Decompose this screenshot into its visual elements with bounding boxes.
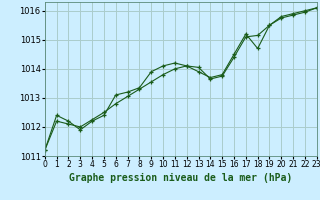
- X-axis label: Graphe pression niveau de la mer (hPa): Graphe pression niveau de la mer (hPa): [69, 173, 292, 183]
